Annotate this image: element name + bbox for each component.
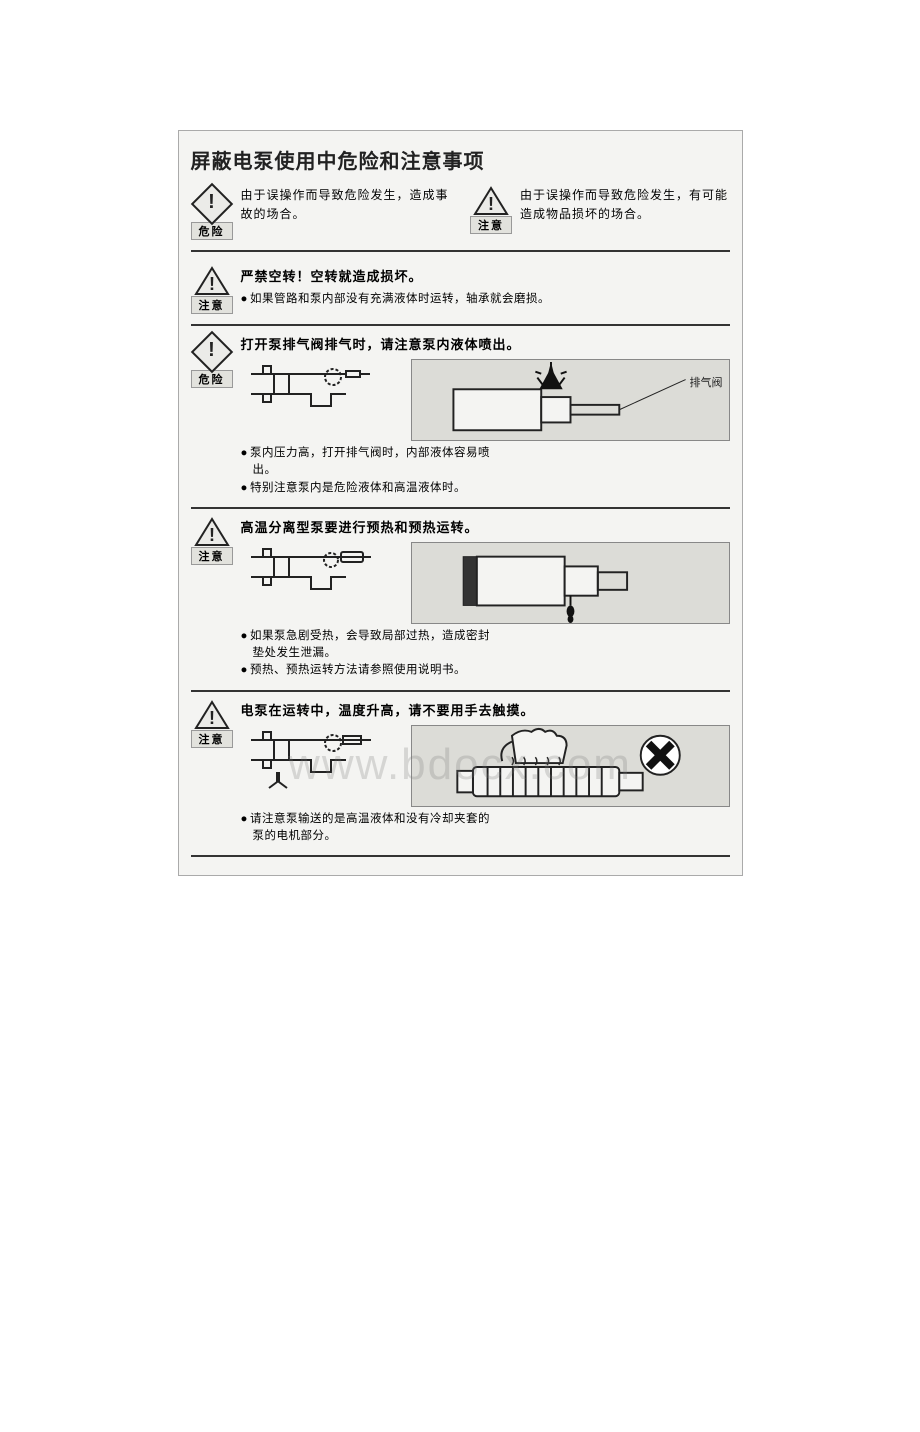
section-2-icon: ! 危险 [191,334,233,497]
caution-icon: ! 注意 [470,186,512,234]
legend-caution: ! 注意 由于误操作而导致危险发生，有可能造成物品损坏的场合。 [470,186,730,240]
section-2-illustration: 排气阀 [411,359,730,441]
section-1-bullet-1: 如果管路和泵内部没有充满液体时运转，轴承就会磨损。 [241,291,730,308]
section-3-bullet-1: 如果泵急剧受热，会导致局部过热，造成密封垫处发生泄漏。 [241,628,501,663]
section-3: ! 注意 高温分离型泵要进行预热和预热运转。 [191,509,730,692]
section-3-heading: 高温分离型泵要进行预热和预热运转。 [241,517,730,536]
section-4-illustration [411,725,730,807]
section-2-schematic [241,359,401,424]
section-2: ! 危险 打开泵排气阀排气时，请注意泵内液体喷出。 [191,326,730,509]
section-4-heading: 电泵在运转中，温度升高，请不要用手去触摸。 [241,700,730,719]
svg-text:!: ! [209,525,215,545]
section-4-bullet-1: 请注意泵输送的是高温液体和没有冷却夹套的泵的电机部分。 [241,811,501,846]
caution-icon-label: 注意 [470,216,512,234]
section-3-illustration [411,542,730,624]
section-3-icon-label: 注意 [191,547,233,565]
section-4-schematic [241,725,401,800]
section-4-icon: ! 注意 [191,700,233,846]
section-4-icon-label: 注意 [191,730,233,748]
legend-row: ! 危险 由于误操作而导致危险发生，造成事故的场合。 ! 注意 由于误操作而导致… [191,186,730,252]
section-1-icon: ! 注意 [191,266,233,314]
section-2-heading: 打开泵排气阀排气时，请注意泵内液体喷出。 [241,334,730,353]
page-title: 屏蔽电泵使用中危险和注意事项 [191,145,730,174]
document-page: 屏蔽电泵使用中危险和注意事项 ! 危险 由于误操作而导致危险发生，造成事故的场合… [178,130,743,876]
section-3-schematic [241,542,401,607]
section-2-bullet-2: 特别注意泵内是危险液体和高温液体时。 [241,480,501,497]
section-1-heading: 严禁空转！空转就造成损坏。 [241,266,730,285]
legend-caution-text: 由于误操作而导致危险发生，有可能造成物品损坏的场合。 [520,186,730,224]
legend-danger: ! 危险 由于误操作而导致危险发生，造成事故的场合。 [191,186,451,240]
valve-label: 排气阀 [690,374,723,390]
section-3-bullet-2: 预热、预热运转方法请参照使用说明书。 [241,662,501,679]
legend-danger-text: 由于误操作而导致危险发生，造成事故的场合。 [241,186,451,224]
section-1-icon-label: 注意 [191,296,233,314]
svg-text:!: ! [209,274,215,294]
section-3-icon: ! 注意 [191,517,233,680]
section-2-bullet-1: 泵内压力高，打开排气阀时，内部液体容易喷出。 [241,445,501,480]
svg-text:!: ! [209,708,215,728]
danger-icon: ! 危险 [191,186,233,240]
section-1: ! 注意 严禁空转！空转就造成损坏。 如果管路和泵内部没有充满液体时运转，轴承就… [191,258,730,326]
section-4: ! 注意 电泵在运转中，温度升高，请不要用手去触摸。 [191,692,730,858]
svg-text:!: ! [488,194,494,214]
